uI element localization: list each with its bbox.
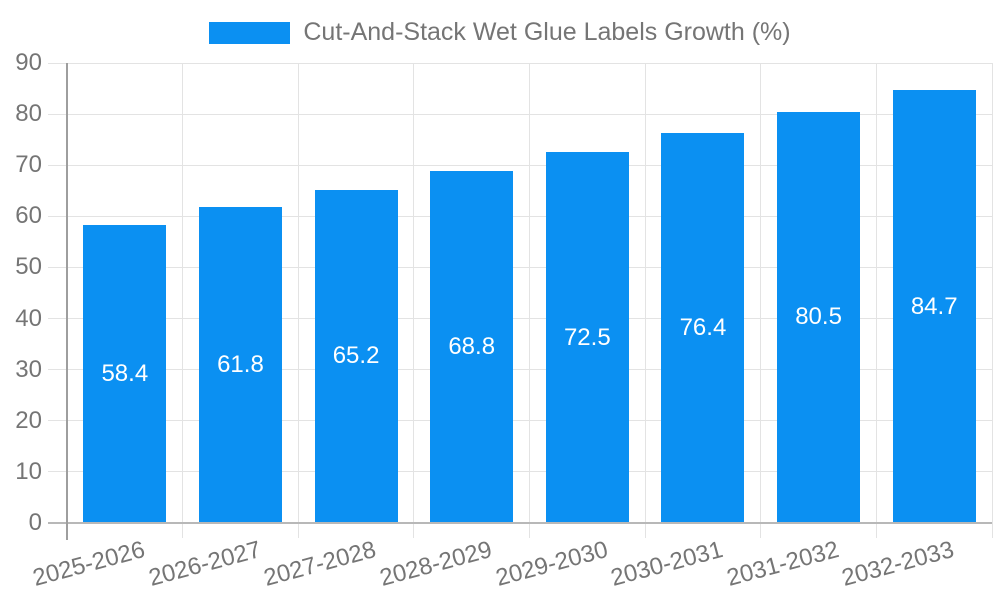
x-tick-label: 2028-2029 [376,536,495,592]
x-tick-label: 2030-2031 [608,536,726,592]
gridline-vertical [529,63,530,538]
y-tick-label: 0 [28,509,42,536]
gridline-horizontal [48,420,992,422]
bar [892,90,976,523]
gridline-horizontal [48,266,992,268]
legend[interactable]: Cut-And-Stack Wet Glue Labels Growth (%) [0,19,1000,46]
bar-value-label: 65.2 [332,342,380,370]
legend-series-label: Cut-And-Stack Wet Glue Labels Growth (%) [303,18,791,46]
bar-value-label: 76.4 [679,313,727,341]
bar-value-label: 80.5 [795,303,842,331]
bar [661,132,745,523]
legend-swatch [209,21,291,44]
bar-value-label: 61.8 [217,351,264,379]
gridline-vertical [875,63,877,538]
gridline-vertical [644,63,646,538]
bar-value-label: 58.4 [101,359,149,387]
gridline-vertical [760,63,762,538]
gridline-horizontal [48,62,992,64]
bar [430,171,514,523]
x-tick-label: 2025-2026 [29,536,148,592]
x-tick-label: 2032-2033 [839,536,958,592]
bar [314,189,398,523]
y-tick-label: 40 [15,304,42,332]
x-tick-label: 2029-2030 [492,536,611,592]
gridline-horizontal [48,215,992,217]
x-tick-label: 2026-2027 [145,536,264,592]
bar [198,207,282,523]
bar [83,224,167,523]
gridline-horizontal [48,318,992,320]
y-tick-label: 20 [15,406,42,434]
x-tick-label: 2031-2032 [723,536,842,592]
gridline-horizontal [48,164,992,166]
bar-value-label: 84.7 [910,292,958,320]
y-tick-label: 50 [15,253,42,281]
gridline-horizontal [48,471,992,473]
y-tick-label: 70 [15,151,42,179]
y-tick-label: 90 [15,49,42,76]
y-tick-label: 30 [15,355,42,383]
bar-value-label: 68.8 [448,333,496,361]
y-axis-line [66,63,68,540]
gridline-horizontal [48,113,992,115]
x-axis-line [48,522,992,524]
x-tick-label: 2027-2028 [261,536,380,592]
y-tick-label: 60 [15,202,42,230]
y-tick-label: 80 [15,100,42,128]
y-tick-label: 10 [15,457,42,485]
gridline-horizontal [48,369,992,371]
bar [545,152,629,523]
gridline-vertical [991,63,993,538]
bar [777,111,861,523]
gridline-vertical [413,63,415,538]
gridline-vertical [182,63,184,538]
bar-value-label: 72.5 [563,323,611,351]
gridline-vertical [297,63,299,538]
